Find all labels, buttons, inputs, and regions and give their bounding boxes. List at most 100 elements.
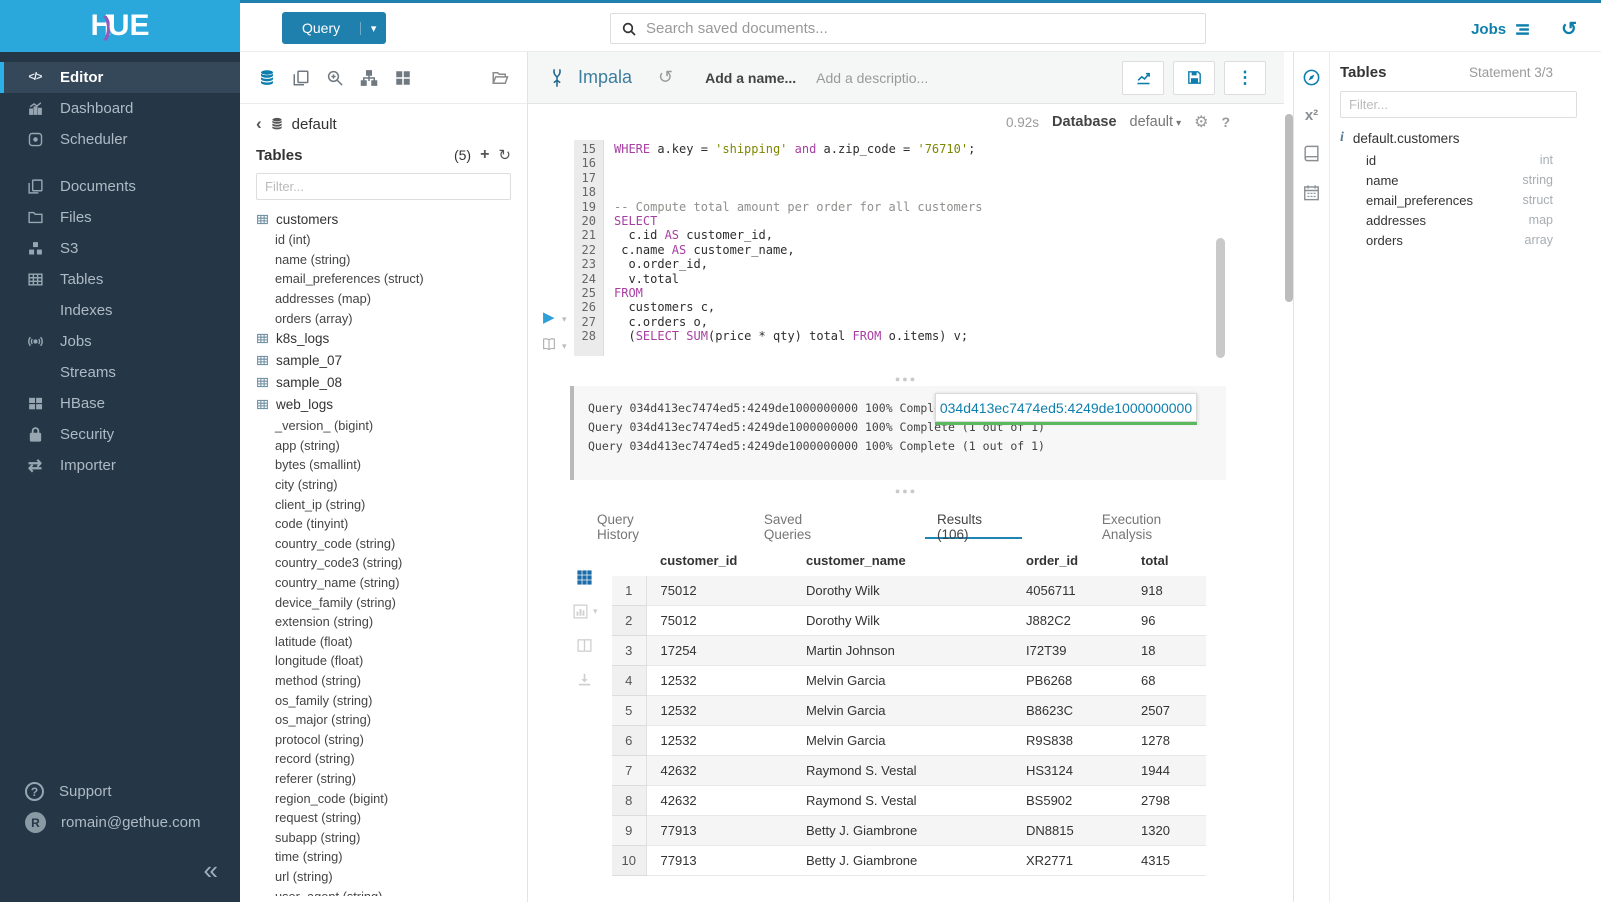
tab-query-history[interactable]: Query History bbox=[597, 512, 640, 542]
tree-table-sample_07[interactable]: sample_07 bbox=[256, 350, 511, 372]
jobs-link[interactable]: Jobs bbox=[1471, 21, 1531, 38]
sidebar-item-files[interactable]: Files bbox=[0, 202, 240, 233]
sidebar-item-dashboard[interactable]: Dashboard bbox=[0, 93, 240, 124]
column-header-order_id[interactable]: order_id bbox=[1012, 545, 1127, 576]
query-id-link[interactable]: 034d413ec7474ed5:4249de1000000000 bbox=[935, 393, 1197, 425]
document-search[interactable] bbox=[610, 13, 1206, 44]
new-query-button[interactable]: Query ▾ bbox=[282, 12, 387, 44]
tree-column[interactable]: region_code (bigint) bbox=[275, 790, 389, 806]
tab-execution-analysis[interactable]: Execution Analysis bbox=[1101, 512, 1162, 542]
tree-column[interactable]: country_code (string) bbox=[275, 535, 396, 551]
tree-column[interactable]: device_family (string) bbox=[275, 594, 396, 610]
column-name[interactable]: id bbox=[1366, 152, 1377, 168]
tree-column[interactable]: request (string) bbox=[275, 810, 362, 826]
back-chevron-icon[interactable]: ‹ bbox=[256, 114, 262, 133]
widgets-icon[interactable] bbox=[394, 69, 412, 87]
database-select[interactable]: default ▾ bbox=[1129, 114, 1182, 130]
sitemap-icon[interactable] bbox=[360, 69, 378, 87]
code-editor[interactable]: ▶ ▾ ▾ 15 16 17 18 19 20 21 22 23 24 25 26 27 28 WHERE… bbox=[528, 140, 1284, 376]
open-book-icon[interactable] bbox=[541, 336, 557, 352]
database-breadcrumb[interactable]: ‹ default bbox=[256, 114, 511, 134]
sidebar-item-tables[interactable]: Tables bbox=[0, 264, 240, 295]
sidebar-item-hbase[interactable]: HBase bbox=[0, 388, 240, 419]
column-header-customer_id[interactable]: customer_id bbox=[646, 545, 792, 576]
tree-column[interactable]: email_preferences (struct) bbox=[275, 271, 424, 287]
tree-column[interactable]: country_name (string) bbox=[275, 575, 400, 591]
tree-column[interactable]: latitude (float) bbox=[275, 633, 353, 649]
tree-column[interactable]: record (string) bbox=[275, 751, 355, 767]
column-name[interactable]: addresses bbox=[1366, 212, 1426, 228]
tree-column[interactable]: referer (string) bbox=[275, 770, 357, 786]
tree-column[interactable]: id (int) bbox=[275, 232, 311, 248]
engine-selector[interactable]: Impala bbox=[546, 67, 632, 89]
column-name[interactable]: orders bbox=[1366, 232, 1403, 248]
folder-open-icon[interactable] bbox=[491, 69, 509, 87]
documents-icon[interactable] bbox=[292, 69, 310, 87]
query-name-field[interactable]: Add a name... bbox=[705, 69, 797, 86]
sidebar-item-documents[interactable]: Documents bbox=[0, 171, 240, 202]
query-dropdown-caret-icon[interactable]: ▾ bbox=[360, 21, 386, 35]
schedule-icon[interactable] bbox=[1302, 183, 1321, 202]
execute-options-caret-icon[interactable]: ▾ bbox=[562, 314, 567, 324]
add-table-icon[interactable]: + bbox=[480, 146, 490, 163]
column-name[interactable]: name bbox=[1366, 172, 1399, 188]
editor-scrollbar[interactable] bbox=[1216, 238, 1225, 358]
tree-column[interactable]: client_ip (string) bbox=[275, 496, 366, 512]
tree-table-k8s_logs[interactable]: k8s_logs bbox=[256, 328, 511, 350]
mini-chart-icon[interactable] bbox=[572, 603, 589, 620]
tree-column[interactable]: name (string) bbox=[275, 251, 351, 267]
functions-icon[interactable]: x² bbox=[1304, 107, 1319, 124]
settings-gear-icon[interactable]: ⚙ bbox=[1194, 114, 1209, 131]
active-table-row[interactable]: i default.customers bbox=[1340, 130, 1587, 146]
tree-table-customers[interactable]: customers bbox=[256, 208, 511, 230]
column-name[interactable]: email_preferences bbox=[1366, 192, 1473, 208]
sidebar-item-indexes[interactable]: Indexes bbox=[0, 295, 240, 326]
tree-column[interactable]: _version_ (bigint) bbox=[275, 418, 374, 434]
tree-column[interactable]: extension (string) bbox=[275, 614, 374, 630]
book-options-caret-icon[interactable]: ▾ bbox=[562, 341, 567, 351]
sql-code[interactable]: WHERE a.key = 'shipping' and a.zip_code … bbox=[614, 142, 982, 344]
column-header-customer_name[interactable]: customer_name bbox=[792, 545, 1012, 576]
query-history-icon[interactable]: ↺ bbox=[658, 67, 674, 87]
help-icon[interactable]: ? bbox=[1221, 114, 1230, 130]
sidebar-item-jobs[interactable]: Jobs bbox=[0, 326, 240, 357]
execute-button[interactable]: ▶ bbox=[543, 309, 555, 326]
right-panel-filter-input[interactable] bbox=[1340, 91, 1577, 118]
tab-saved-queries[interactable]: Saved Queries bbox=[763, 512, 812, 542]
sidebar-footer-support[interactable]: ? Support bbox=[0, 776, 240, 807]
tree-column[interactable]: city (string) bbox=[275, 477, 338, 493]
main-scrollbar[interactable] bbox=[1285, 114, 1293, 302]
zoom-plus-icon[interactable] bbox=[326, 69, 344, 87]
tree-column[interactable]: app (string) bbox=[275, 437, 340, 453]
sidebar-item-editor[interactable]: </> Editor bbox=[0, 62, 240, 93]
sidebar-item-scheduler[interactable]: Scheduler bbox=[0, 124, 240, 155]
columns-icon[interactable] bbox=[572, 637, 598, 654]
save-button[interactable] bbox=[1173, 60, 1215, 95]
tree-column[interactable]: code (tinyint) bbox=[275, 516, 349, 532]
tree-column[interactable]: longitude (float) bbox=[275, 653, 364, 669]
query-description-field[interactable]: Add a descriptio... bbox=[816, 69, 929, 86]
sidebar-item-security[interactable]: Security bbox=[0, 419, 240, 450]
download-icon[interactable] bbox=[572, 671, 598, 688]
tree-column[interactable]: os_major (string) bbox=[275, 712, 372, 728]
resize-handle[interactable]: ●●● bbox=[894, 374, 918, 384]
tree-column[interactable]: bytes (smallint) bbox=[275, 457, 362, 473]
more-actions-button[interactable]: ⋮ bbox=[1224, 60, 1266, 95]
database-icon[interactable] bbox=[258, 69, 276, 87]
tree-column[interactable]: method (string) bbox=[275, 672, 362, 688]
tree-column[interactable]: addresses (map) bbox=[275, 291, 372, 307]
sidebar-item-s3[interactable]: S3 bbox=[0, 233, 240, 264]
tree-column[interactable]: subapp (string) bbox=[275, 829, 361, 845]
language-reference-icon[interactable] bbox=[1302, 144, 1321, 163]
grid3-icon[interactable] bbox=[572, 569, 598, 586]
tree-column[interactable]: time (string) bbox=[275, 849, 343, 865]
tree-column[interactable]: user_agent (string) bbox=[256, 886, 511, 896]
tree-table-sample_08[interactable]: sample_08 bbox=[256, 372, 511, 394]
tree-column[interactable]: country_code3 (string) bbox=[275, 555, 403, 571]
chart-caret-icon[interactable]: ▾ bbox=[593, 606, 598, 616]
hue-logo[interactable]: H) UE bbox=[0, 0, 240, 52]
tree-column[interactable]: protocol (string) bbox=[275, 731, 364, 747]
tree-column[interactable]: orders (array) bbox=[275, 310, 353, 326]
resize-handle[interactable]: ●●● bbox=[894, 486, 918, 496]
